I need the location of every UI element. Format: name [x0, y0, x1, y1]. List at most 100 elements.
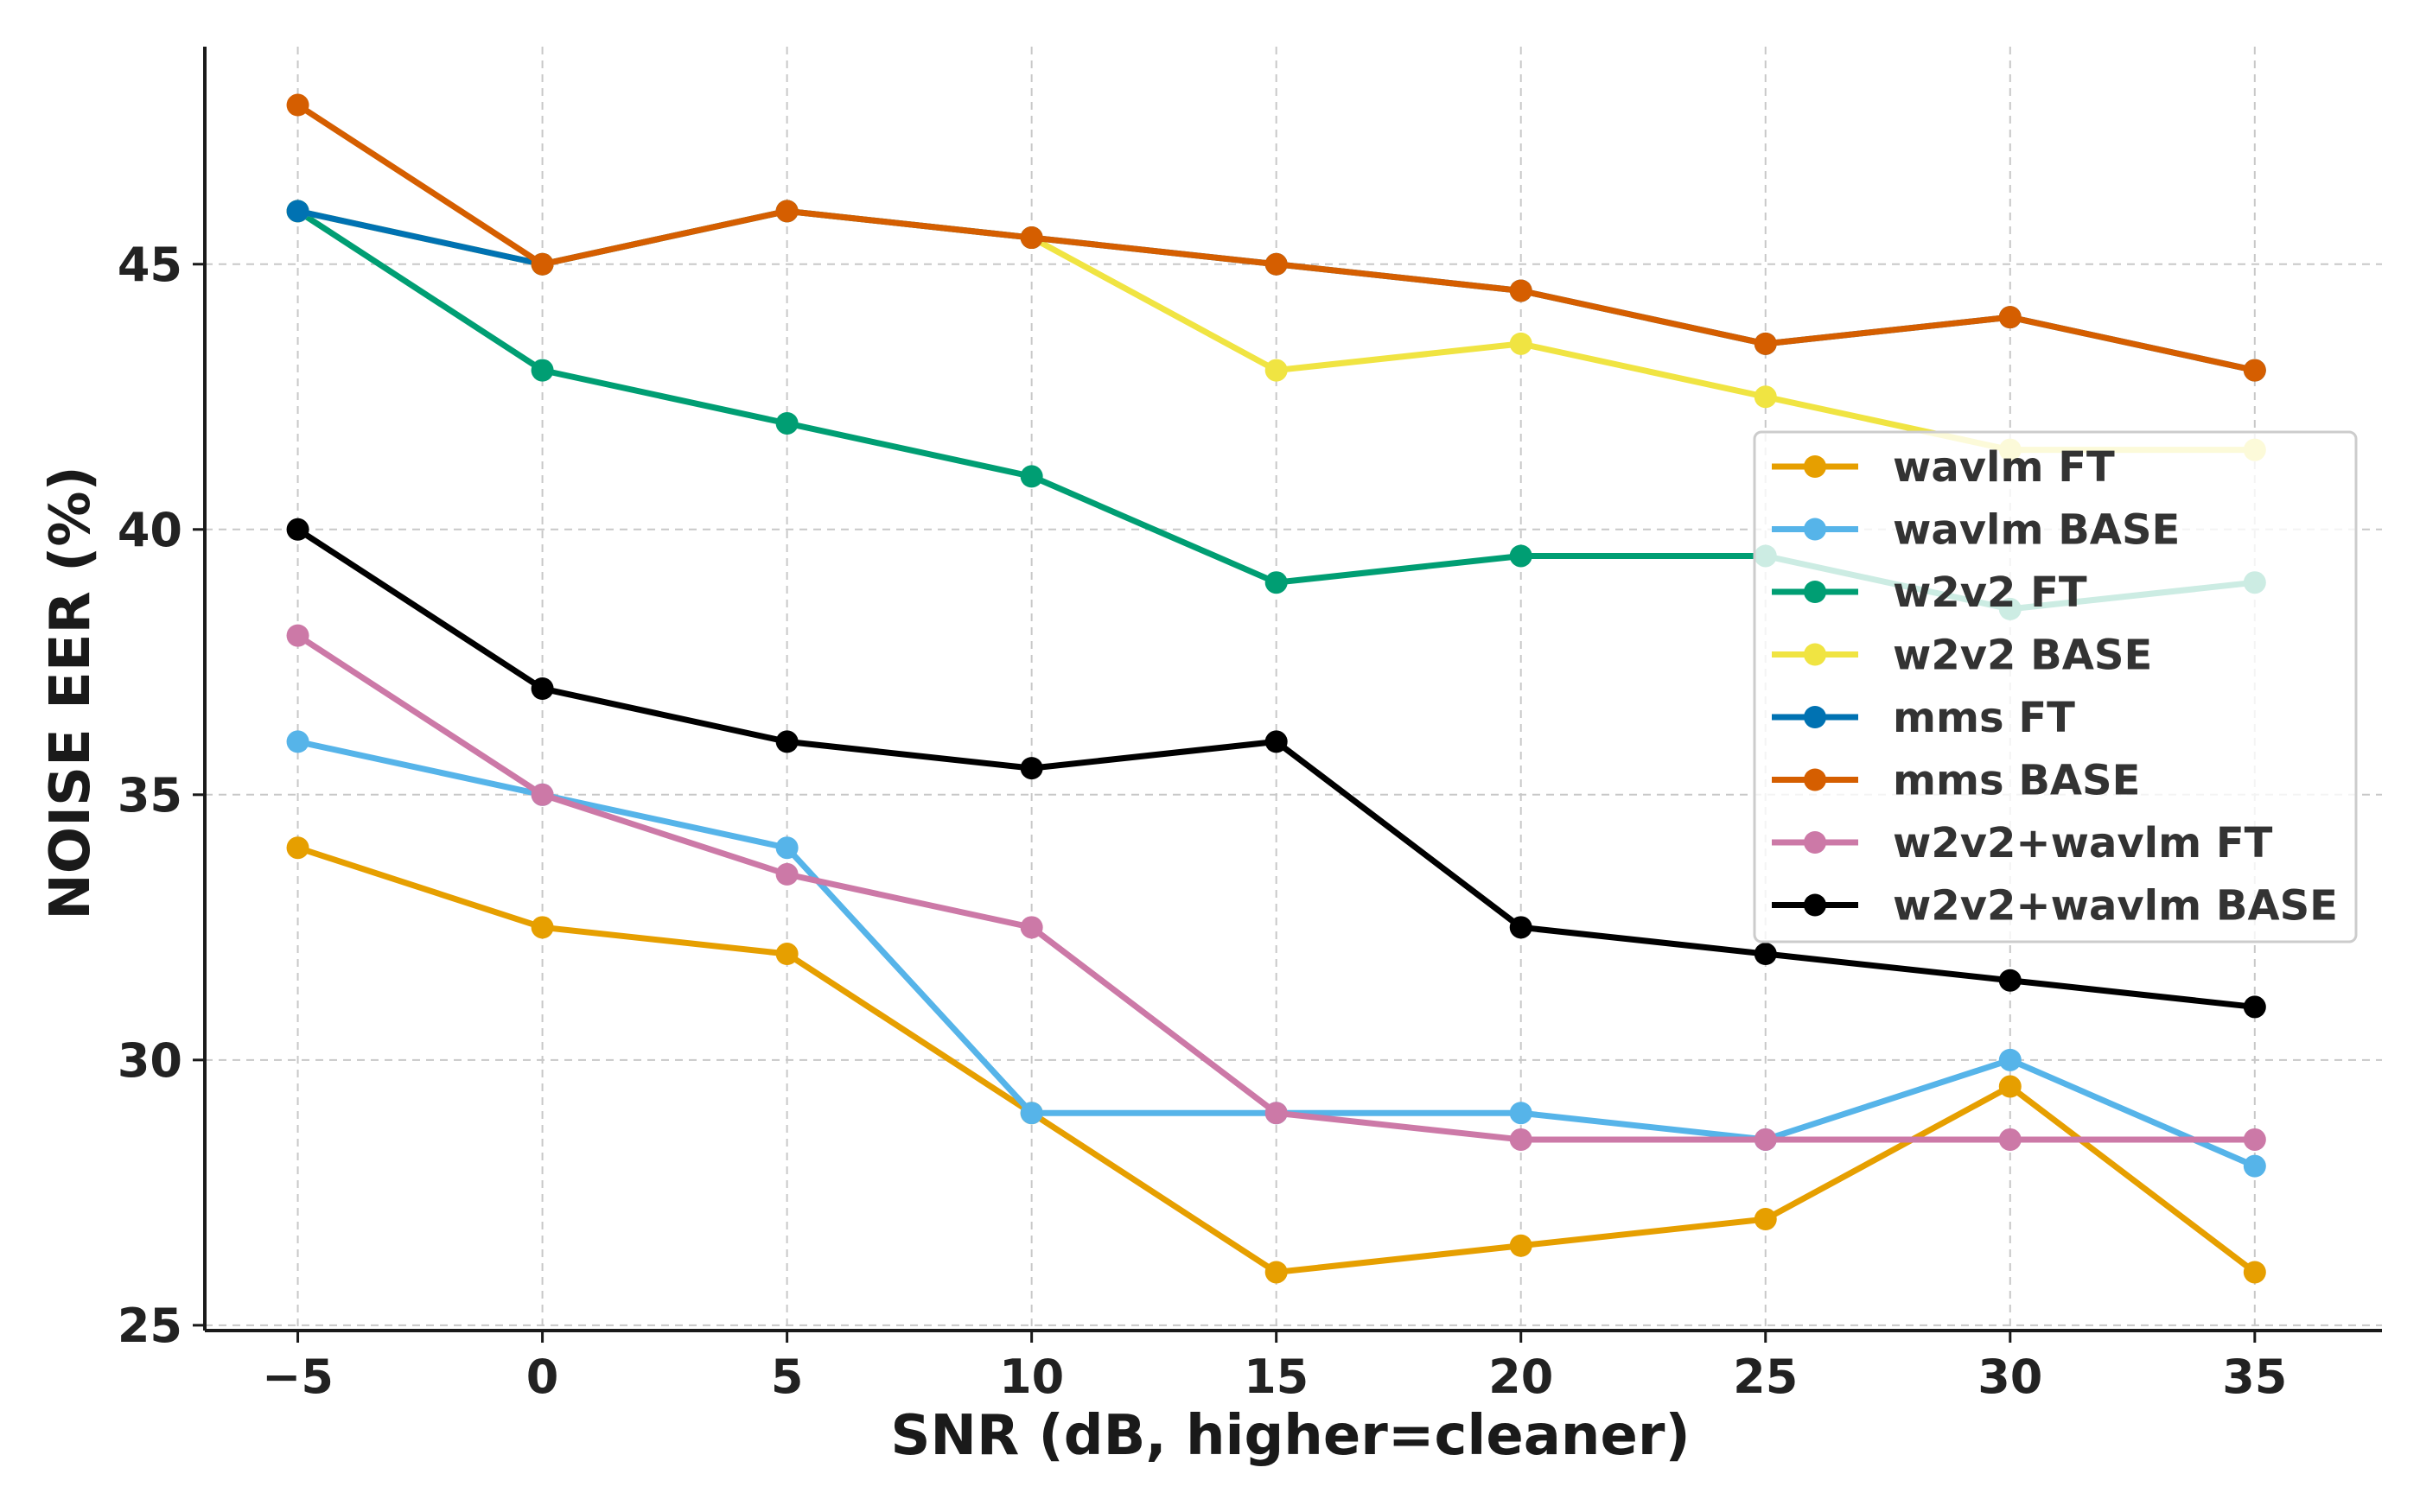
tick-labels: −5 0 5 10 15 20 25 30 35 25 30 35 40 45 [118, 238, 2288, 1404]
data-point [286, 200, 309, 223]
legend-swatch-marker [1804, 831, 1826, 854]
data-point [1264, 730, 1288, 753]
series-lines [286, 93, 2266, 1284]
data-point [1264, 359, 1288, 382]
x-tick-label: 30 [1977, 1350, 2042, 1404]
data-point [2243, 1154, 2266, 1178]
data-point [775, 730, 799, 753]
legend-label: mms BASE [1893, 757, 2140, 805]
legend-item: wavlm BASE [1772, 506, 2180, 555]
data-point [1509, 279, 1532, 302]
x-tick-label: 15 [1244, 1350, 1309, 1404]
data-point [531, 252, 554, 276]
data-point [1754, 1128, 1777, 1151]
data-point [1998, 1048, 2022, 1071]
data-point [531, 677, 554, 700]
legend-label: wavlm FT [1893, 443, 2115, 492]
legend-swatch-marker [1804, 581, 1826, 603]
data-point [775, 943, 799, 966]
data-point [2243, 359, 2266, 382]
data-point [775, 411, 799, 435]
data-point [1020, 757, 1043, 780]
legend-item: mms FT [1772, 694, 2075, 742]
x-tick-label: 5 [771, 1350, 804, 1404]
y-tick-label: 25 [118, 1299, 182, 1353]
legend-swatch-marker [1804, 455, 1826, 478]
data-point [775, 836, 799, 860]
y-tick-label: 45 [118, 238, 182, 292]
data-point [1998, 1128, 2022, 1151]
legend-item: wavlm FT [1772, 443, 2115, 492]
data-point [1754, 385, 1777, 409]
x-tick-label: 20 [1488, 1350, 1553, 1404]
data-point [531, 359, 554, 382]
data-point [1754, 943, 1777, 966]
legend-label: w2v2 BASE [1893, 632, 2152, 680]
data-point [1264, 571, 1288, 594]
data-point [1754, 332, 1777, 355]
x-tick-label: 0 [526, 1350, 559, 1404]
legend-label: wavlm BASE [1893, 506, 2180, 555]
legend-label: w2v2 FT [1893, 569, 2087, 617]
y-axis-title: NOISE EER (%) [39, 466, 103, 920]
data-point [286, 730, 309, 753]
data-point [2243, 995, 2266, 1019]
data-point [1509, 1234, 1532, 1257]
data-point [286, 624, 309, 647]
data-point [1264, 1102, 1288, 1125]
data-point [1998, 1075, 2022, 1098]
legend-item: w2v2+wavlm BASE [1772, 882, 2338, 931]
legend-label: w2v2+wavlm BASE [1893, 882, 2338, 931]
legend-swatch-marker [1804, 518, 1826, 541]
data-point [1509, 1102, 1532, 1125]
legend-swatch-marker [1804, 768, 1826, 791]
legend-item: w2v2 FT [1772, 569, 2087, 617]
legend-swatch-marker [1804, 893, 1826, 917]
data-point [1020, 1102, 1043, 1125]
series-wavlm-ft [286, 836, 2266, 1284]
legend-swatch-marker [1804, 643, 1826, 666]
series-line [295, 207, 2258, 374]
data-point [1264, 1261, 1288, 1284]
data-point [1264, 252, 1288, 276]
y-tick-label: 40 [118, 503, 182, 557]
data-point [1020, 916, 1043, 939]
x-axis-title: SNR (dB, higher=cleaner) [890, 1404, 1690, 1468]
legend-label: w2v2+wavlm FT [1893, 819, 2273, 867]
x-tick-label: 25 [1733, 1350, 1798, 1404]
data-point [1509, 916, 1532, 939]
series-w2v2-wavlm-ft [286, 624, 2266, 1151]
data-point [1998, 306, 2022, 329]
data-point [775, 862, 799, 886]
data-point [1020, 465, 1043, 488]
x-tick-label: 35 [2222, 1350, 2287, 1404]
data-point [286, 518, 309, 541]
data-point [531, 783, 554, 806]
y-tick-label: 30 [118, 1033, 182, 1088]
series-w2v2-wavlm-base [286, 518, 2266, 1019]
data-point [2243, 1261, 2266, 1284]
x-tick-label: 10 [999, 1350, 1064, 1404]
data-point [286, 93, 309, 117]
legend-box [1753, 430, 2358, 943]
data-point [1020, 226, 1043, 250]
data-point [1509, 332, 1532, 355]
data-point [775, 200, 799, 223]
y-tick-label: 35 [118, 768, 182, 823]
data-point [1509, 1128, 1532, 1151]
legend-swatch-marker [1804, 706, 1826, 728]
series-mms-base [286, 93, 2266, 382]
legend-label: mms FT [1893, 694, 2075, 742]
axes [193, 47, 2382, 1343]
data-point [531, 916, 554, 939]
data-point [286, 836, 309, 860]
legend-item: mms BASE [1772, 757, 2140, 805]
data-point [1998, 969, 2022, 992]
legend-item: w2v2 BASE [1772, 632, 2152, 680]
data-point [1754, 1208, 1777, 1231]
data-point [1509, 544, 1532, 568]
legend-item: w2v2+wavlm FT [1772, 819, 2273, 867]
data-point [2243, 1128, 2266, 1151]
x-tick-label: −5 [262, 1350, 334, 1404]
